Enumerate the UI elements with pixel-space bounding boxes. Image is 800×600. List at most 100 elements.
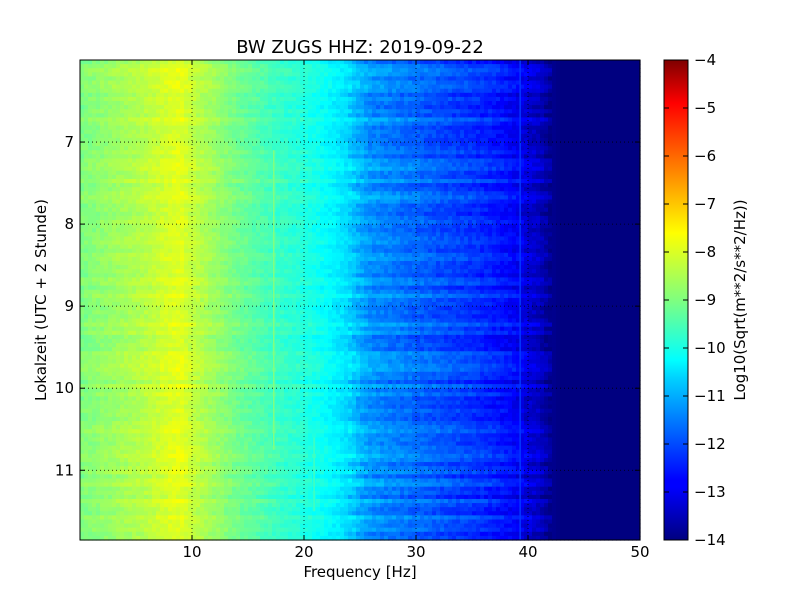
heatmap-cell: [452, 68, 457, 73]
heatmap-cell: [144, 92, 149, 98]
heatmap-cell: [632, 88, 637, 94]
heatmap-cell: [168, 125, 173, 131]
heatmap-cell: [288, 154, 293, 160]
heatmap-cell: [284, 72, 289, 78]
heatmap-cell: [568, 191, 573, 196]
heatmap-cell: [392, 109, 397, 114]
heatmap-cell: [588, 162, 593, 168]
heatmap-cell: [504, 125, 509, 131]
heatmap-cell: [548, 105, 553, 110]
heatmap-cell: [232, 199, 237, 205]
heatmap-cell: [340, 84, 345, 90]
heatmap-cell: [584, 183, 589, 188]
heatmap-cell: [308, 142, 313, 147]
heatmap-cell: [192, 137, 197, 143]
heatmap-cell: [92, 133, 97, 139]
heatmap-cell: [632, 154, 637, 160]
heatmap-cell: [364, 146, 369, 151]
heatmap-cell: [140, 174, 145, 180]
heatmap-cell: [328, 183, 333, 188]
heatmap-cell: [436, 68, 441, 73]
heatmap-cell: [548, 199, 553, 205]
heatmap-cell: [604, 101, 609, 106]
heatmap-cell: [428, 146, 433, 151]
heatmap-cell: [144, 133, 149, 139]
heatmap-cell: [144, 84, 149, 90]
heatmap-cell: [376, 109, 381, 114]
heatmap-cell: [480, 154, 485, 160]
heatmap-cell: [420, 125, 425, 131]
heatmap-cell: [284, 105, 289, 110]
heatmap-cell: [100, 133, 105, 139]
heatmap-cell: [152, 174, 157, 180]
heatmap-cell: [80, 137, 85, 143]
heatmap-cell: [204, 92, 209, 98]
heatmap-cell: [408, 101, 413, 106]
heatmap-cell: [424, 92, 429, 98]
heatmap-cell: [476, 101, 481, 106]
heatmap-cell: [532, 178, 537, 184]
heatmap-cell: [444, 199, 449, 205]
heatmap-cell: [392, 195, 397, 201]
heatmap-cell: [228, 129, 233, 135]
heatmap-cell: [636, 96, 641, 102]
heatmap-cell: [456, 199, 461, 205]
heatmap-cell: [572, 154, 577, 160]
heatmap-cell: [328, 60, 333, 65]
heatmap-cell: [336, 84, 341, 90]
heatmap-cell: [168, 154, 173, 160]
heatmap-cell: [252, 109, 257, 114]
heatmap-cell: [208, 158, 213, 164]
heatmap-cell: [508, 80, 513, 86]
heatmap-cell: [244, 142, 249, 147]
heatmap-cell: [420, 80, 425, 86]
heatmap-cell: [316, 174, 321, 180]
heatmap-cell: [448, 96, 453, 102]
heatmap-cell: [332, 137, 337, 143]
heatmap-cell: [448, 191, 453, 196]
heatmap-cell: [564, 96, 569, 102]
heatmap-cell: [304, 158, 309, 164]
heatmap-cell: [584, 109, 589, 114]
heatmap-cell: [620, 72, 625, 78]
heatmap-cell: [104, 174, 109, 180]
heatmap-cell: [536, 129, 541, 135]
heatmap-cell: [268, 68, 273, 73]
heatmap-cell: [460, 64, 465, 69]
heatmap-cell: [328, 101, 333, 106]
heatmap-cell: [208, 80, 213, 86]
heatmap-cell: [256, 162, 261, 168]
heatmap-cell: [616, 183, 621, 188]
heatmap-cell: [604, 178, 609, 184]
heatmap-cell: [168, 187, 173, 192]
heatmap-cell: [324, 187, 329, 192]
heatmap-cell: [592, 88, 597, 94]
heatmap-cell: [532, 187, 537, 192]
heatmap-cell: [308, 76, 313, 82]
heatmap-cell: [528, 158, 533, 164]
heatmap-cell: [388, 133, 393, 139]
heatmap-cell: [88, 199, 93, 205]
heatmap-cell: [224, 101, 229, 106]
heatmap-cell: [220, 146, 225, 151]
heatmap-cell: [196, 68, 201, 73]
heatmap-cell: [504, 84, 509, 90]
heatmap-cell: [272, 109, 277, 114]
heatmap-cell: [88, 191, 93, 196]
heatmap-cell: [480, 187, 485, 192]
heatmap-cell: [216, 137, 221, 143]
heatmap-cell: [524, 178, 529, 184]
heatmap-cell: [260, 150, 265, 155]
heatmap-cell: [344, 129, 349, 135]
heatmap-cell: [264, 68, 269, 73]
heatmap-cell: [568, 137, 573, 143]
heatmap-cell: [128, 199, 133, 205]
heatmap-cell: [156, 178, 161, 184]
heatmap-cell: [580, 199, 585, 205]
heatmap-cell: [480, 195, 485, 201]
heatmap-cell: [196, 113, 201, 119]
heatmap-cell: [480, 191, 485, 196]
heatmap-cell: [600, 195, 605, 201]
heatmap-cell: [476, 178, 481, 184]
heatmap-cell: [296, 150, 301, 155]
